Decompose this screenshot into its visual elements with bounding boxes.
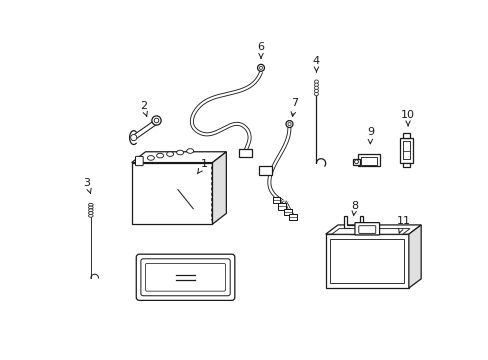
Ellipse shape <box>314 92 318 96</box>
Ellipse shape <box>156 153 163 158</box>
FancyBboxPatch shape <box>354 222 379 235</box>
Polygon shape <box>408 225 420 288</box>
Bar <box>400 138 412 163</box>
Bar <box>329 239 404 283</box>
Ellipse shape <box>176 150 183 155</box>
Bar <box>360 157 376 165</box>
Polygon shape <box>212 152 226 224</box>
Text: 7: 7 <box>290 98 298 116</box>
Bar <box>403 133 409 138</box>
Text: 5: 5 <box>176 278 183 288</box>
Bar <box>284 209 291 215</box>
Ellipse shape <box>314 83 318 86</box>
Polygon shape <box>331 229 409 234</box>
Bar <box>403 163 409 167</box>
Text: 4: 4 <box>312 56 319 72</box>
Bar <box>325 234 408 288</box>
Polygon shape <box>325 225 420 234</box>
Ellipse shape <box>88 209 93 212</box>
Ellipse shape <box>147 156 154 160</box>
Ellipse shape <box>88 206 93 209</box>
Ellipse shape <box>130 135 137 141</box>
Text: 10: 10 <box>400 110 414 126</box>
FancyBboxPatch shape <box>358 226 375 233</box>
Bar <box>357 154 379 166</box>
FancyBboxPatch shape <box>135 156 143 166</box>
Ellipse shape <box>257 64 264 71</box>
Bar <box>239 149 251 157</box>
Ellipse shape <box>287 122 290 126</box>
Ellipse shape <box>154 118 159 123</box>
FancyBboxPatch shape <box>136 254 234 300</box>
Bar <box>131 163 212 224</box>
Text: 9: 9 <box>366 127 373 144</box>
Text: 11: 11 <box>396 216 409 233</box>
Text: 8: 8 <box>351 201 358 215</box>
Bar <box>402 141 409 159</box>
Ellipse shape <box>354 160 358 164</box>
Ellipse shape <box>259 66 262 69</box>
Bar <box>289 214 297 220</box>
FancyBboxPatch shape <box>141 259 230 296</box>
Ellipse shape <box>314 80 318 84</box>
Text: 6: 6 <box>257 42 264 58</box>
Ellipse shape <box>314 86 318 90</box>
Ellipse shape <box>88 212 93 215</box>
Text: 1: 1 <box>197 159 208 174</box>
Text: 3: 3 <box>83 178 91 194</box>
Ellipse shape <box>285 121 292 127</box>
Ellipse shape <box>314 89 318 93</box>
Bar <box>277 203 285 210</box>
Ellipse shape <box>88 215 93 217</box>
FancyBboxPatch shape <box>259 166 271 175</box>
Polygon shape <box>344 216 362 234</box>
Bar <box>353 159 359 165</box>
Ellipse shape <box>186 149 193 153</box>
Ellipse shape <box>166 152 173 156</box>
Polygon shape <box>131 152 226 163</box>
Ellipse shape <box>152 116 161 125</box>
Text: 2: 2 <box>140 101 147 117</box>
Ellipse shape <box>88 203 93 206</box>
Bar <box>272 197 280 203</box>
FancyBboxPatch shape <box>145 264 225 291</box>
